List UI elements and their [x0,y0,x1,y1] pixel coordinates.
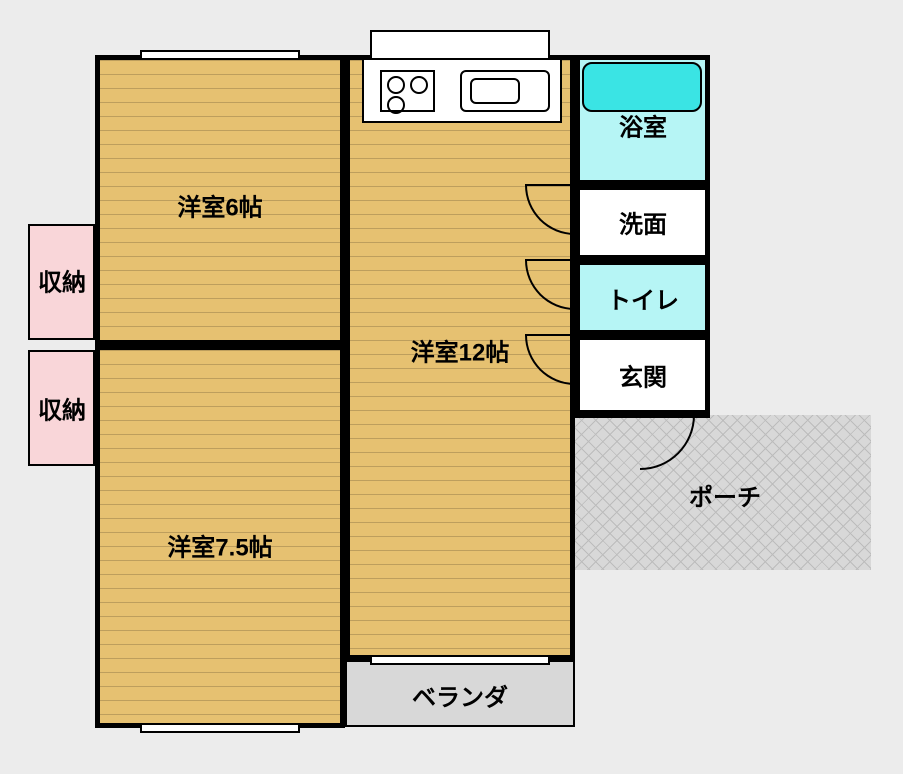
label-closet2: 収納 [38,391,86,426]
bathtub-icon [582,62,702,112]
label-bath: 浴室 [619,108,667,143]
label-bedroom75: 洋室7.5帖 [167,528,272,563]
label-balcony: ベランダ [412,678,508,713]
window-1 [370,30,550,60]
wall-h-3 [575,183,710,188]
wall-h-4 [575,258,710,263]
sink-icon [460,70,550,112]
label-toilet: トイレ [607,281,679,316]
wall-h-5 [575,333,710,338]
door-leaf-3 [640,414,695,416]
label-porch: ポーチ [689,478,761,513]
door-leaf-2 [525,334,575,336]
door-leaf-1 [525,259,575,261]
window-0 [140,50,300,60]
door-leaf-0 [525,184,575,186]
floor-plan-canvas: 洋室6帖洋室7.5帖洋室12帖収納収納浴室洗面トイレ玄関ベランダポーチ [0,0,903,774]
window-2 [140,723,300,733]
label-genkan: 玄関 [619,358,667,393]
window-3 [370,655,550,665]
wall-h-2 [95,343,345,348]
label-bedroom6: 洋室6帖 [177,188,262,223]
wall-v-0 [343,55,348,660]
label-washroom: 洗面 [619,205,667,240]
label-closet1: 収納 [38,263,86,298]
stove-icon [380,70,435,112]
label-living12: 洋室12帖 [411,333,510,368]
